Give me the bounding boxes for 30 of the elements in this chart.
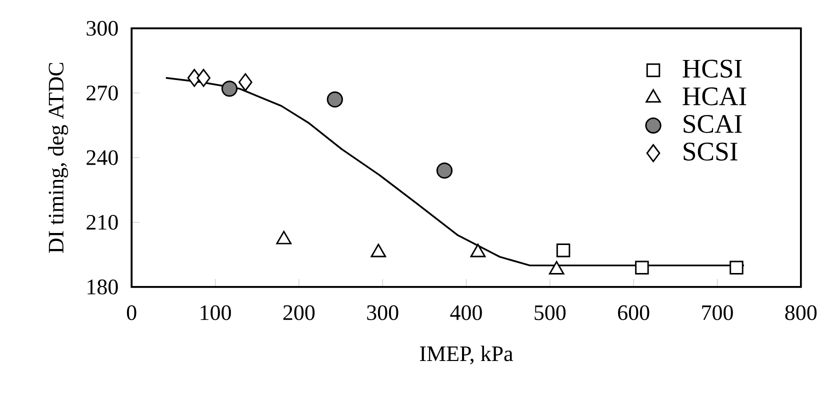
point: [221, 80, 238, 97]
point: [326, 91, 343, 108]
y-tick-label: 210: [86, 214, 118, 230]
x-tick-label: 100: [200, 305, 231, 320]
x-tick-label: 400: [450, 305, 482, 320]
point: [470, 244, 486, 258]
point: [436, 162, 453, 179]
x-tick-label: 500: [534, 305, 566, 320]
point: [556, 243, 570, 258]
legend-label: HCSI: [682, 60, 742, 78]
point: [238, 73, 252, 92]
point: [370, 244, 386, 258]
x-tick-label: 200: [283, 305, 315, 320]
y-axis-title: DI timing, deg ATDC: [48, 62, 68, 253]
x-tick-label: 800: [785, 305, 817, 320]
x-tick-label: 0: [126, 305, 136, 320]
x-tick-label: 600: [618, 305, 650, 320]
legend-label: SCSI: [684, 142, 738, 161]
y-tick-label: 270: [86, 86, 118, 100]
x-tick-label: 700: [702, 305, 733, 320]
point: [196, 68, 210, 87]
y-tick-label: 240: [86, 150, 118, 166]
x-axis-title: IMEP, kPa: [420, 346, 514, 364]
legend-label: HCAI: [682, 87, 746, 106]
legend-label: SCAI: [684, 115, 742, 133]
point: [276, 230, 292, 244]
point: [548, 261, 564, 274]
y-tick-label: 180: [88, 280, 118, 294]
y-tick-label: 300: [86, 20, 118, 36]
x-tick-label: 300: [367, 305, 398, 320]
